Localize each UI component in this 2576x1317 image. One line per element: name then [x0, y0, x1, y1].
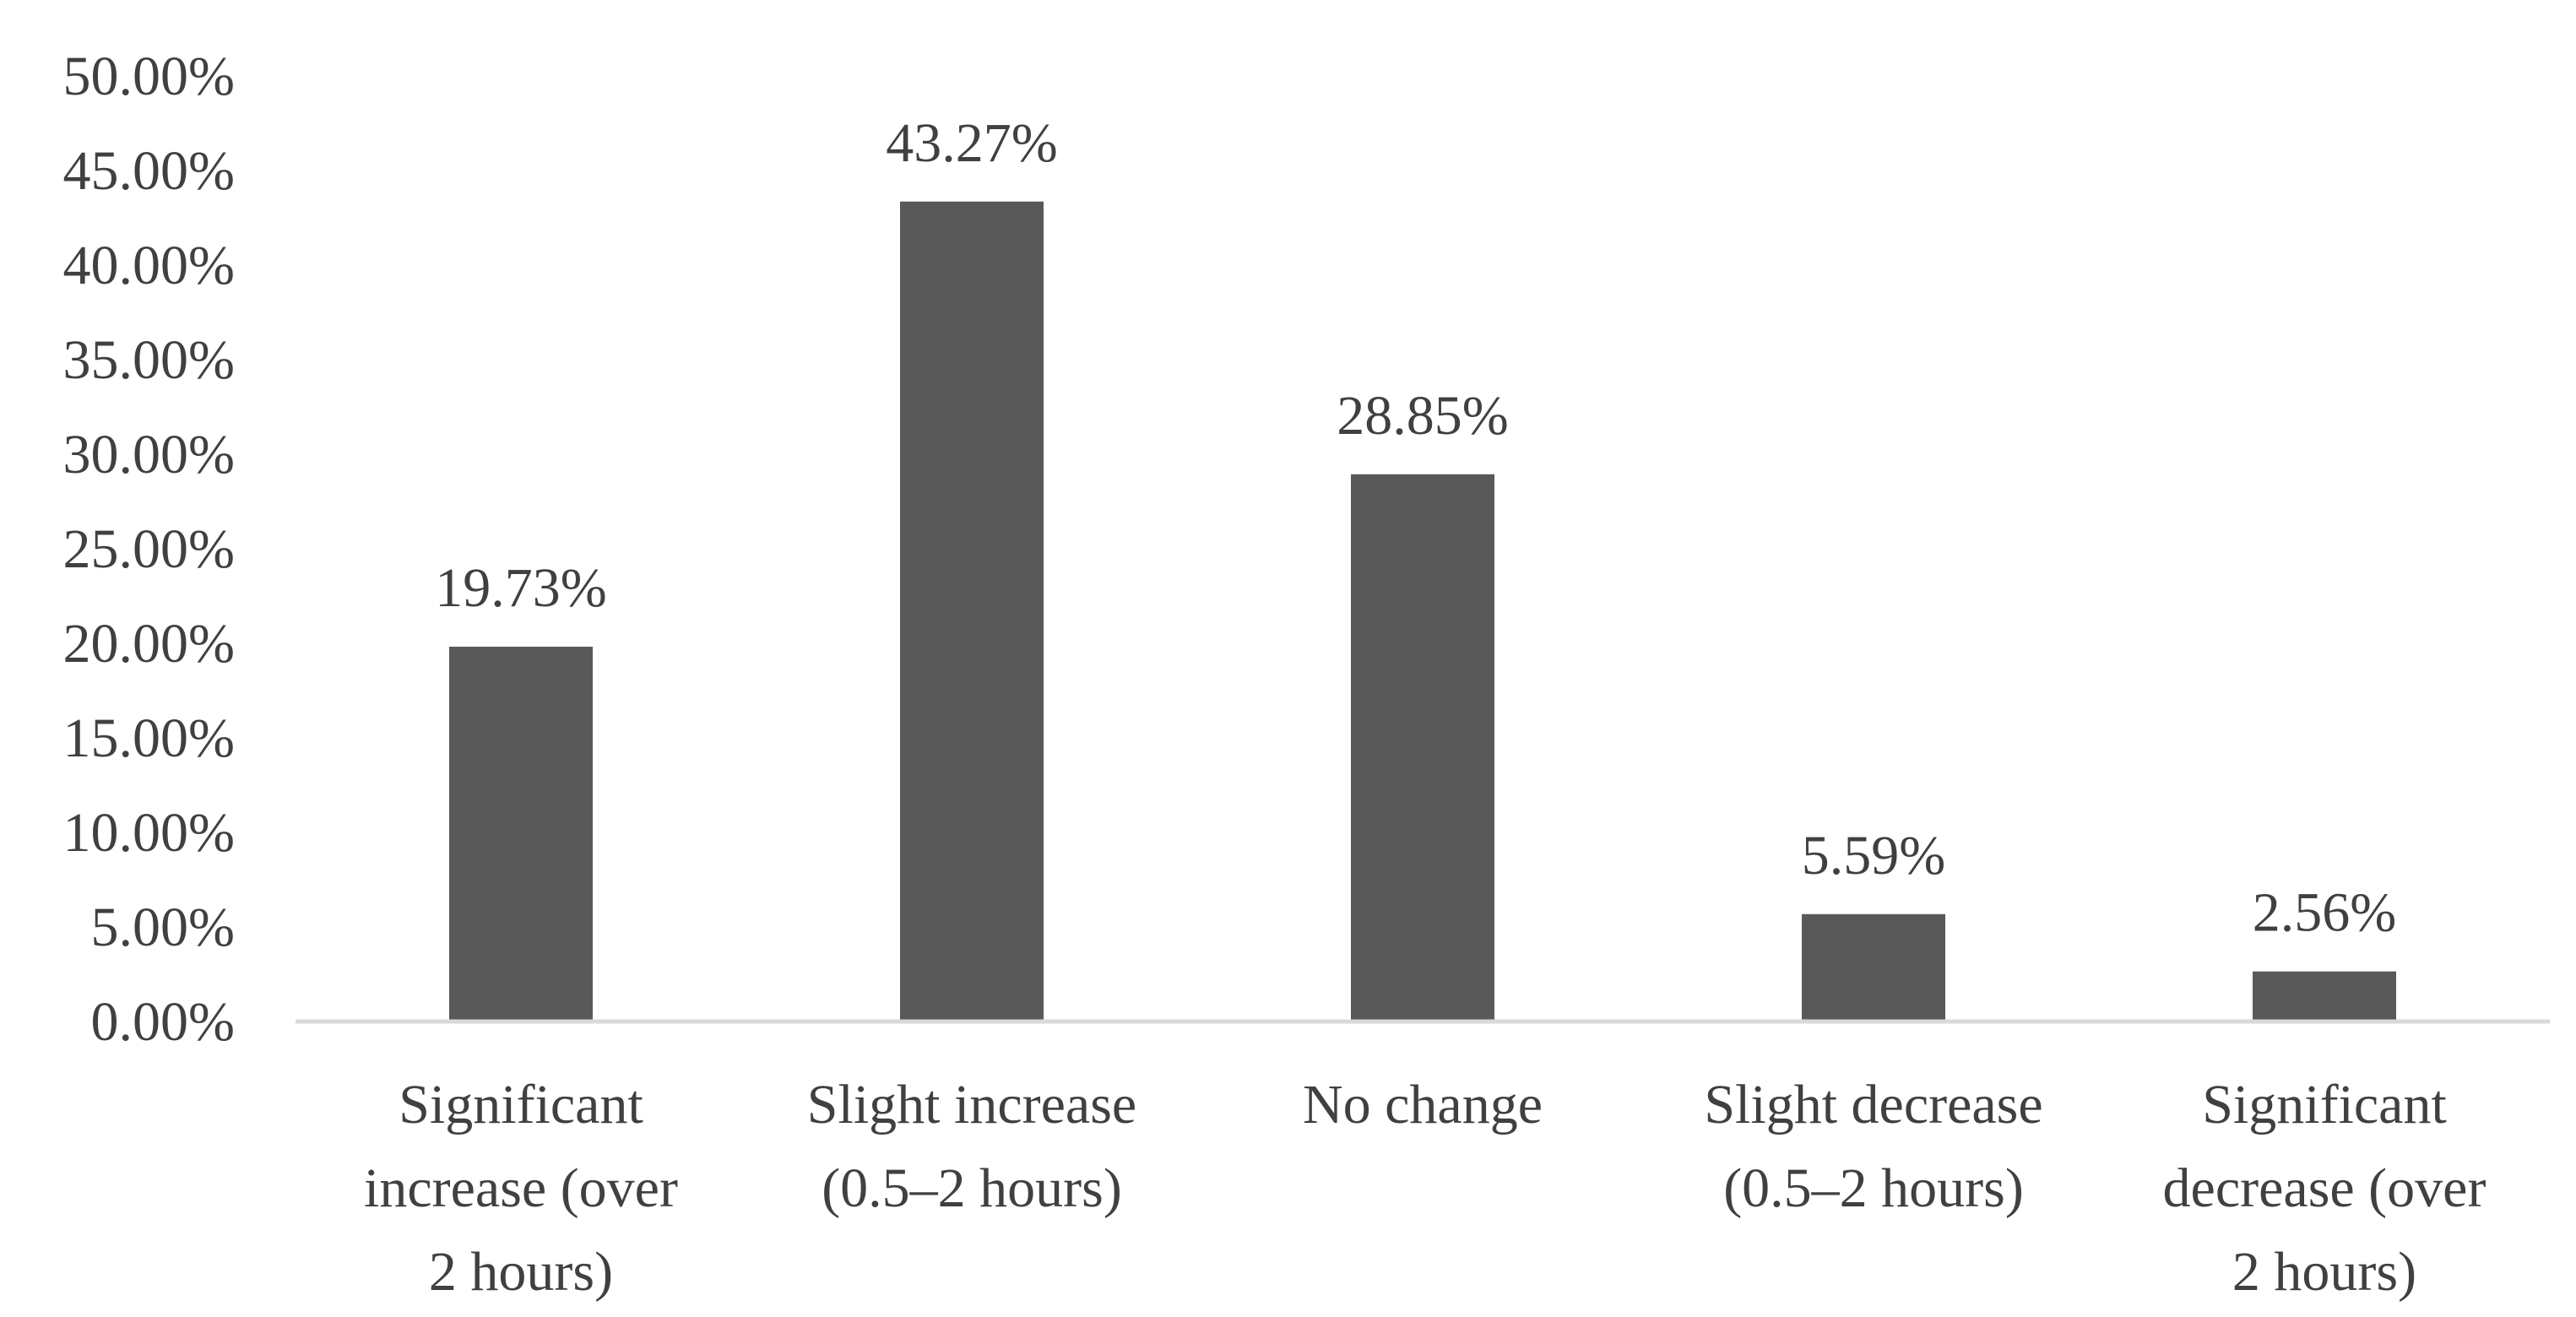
category-label: increase (over: [364, 1157, 678, 1219]
category-label: Significant: [399, 1074, 643, 1135]
data-labels: 19.73% 43.27% 28.85% 5.59% 2.56%: [435, 112, 2396, 944]
y-tick-label: 15.00%: [63, 707, 235, 769]
category-label: (0.5–2 hours): [822, 1157, 1122, 1219]
bar: [449, 647, 593, 1020]
data-label: 19.73%: [435, 557, 606, 619]
bar: [1351, 474, 1494, 1020]
y-tick-label: 40.00%: [63, 235, 235, 296]
category-label: Slight increase: [807, 1074, 1136, 1135]
data-label: 5.59%: [1802, 825, 1945, 886]
y-tick-label: 5.00%: [91, 897, 235, 958]
bars: [449, 201, 2396, 1020]
data-label: 43.27%: [886, 112, 1057, 174]
y-tick-label: 45.00%: [63, 140, 235, 202]
y-tick-label: 20.00%: [63, 613, 235, 675]
y-tick-label: 10.00%: [63, 802, 235, 864]
y-tick-label: 0.00%: [91, 991, 235, 1053]
category-label: Slight decrease: [1704, 1074, 2042, 1135]
category-label: 2 hours): [429, 1241, 613, 1303]
bar: [900, 201, 1044, 1020]
bar: [2253, 971, 2396, 1020]
y-tick-label: 50.00%: [63, 46, 235, 107]
category-label: decrease (over: [2163, 1157, 2487, 1219]
data-label: 28.85%: [1337, 385, 1508, 447]
y-tick-label: 30.00%: [63, 424, 235, 485]
category-label: (0.5–2 hours): [1723, 1157, 2024, 1219]
bar: [1802, 913, 1945, 1020]
data-label: 2.56%: [2253, 882, 2396, 944]
category-label: Significant: [2202, 1074, 2447, 1135]
y-axis-tick-labels: 0.00% 5.00% 10.00% 15.00% 20.00% 25.00% 30.00%…: [63, 46, 235, 1053]
y-tick-label: 25.00%: [63, 518, 235, 580]
y-tick-label: 35.00%: [63, 329, 235, 391]
category-label: No change: [1303, 1074, 1543, 1135]
category-label: 2 hours): [2232, 1241, 2416, 1303]
x-axis-category-labels: Significant increase (over 2 hours) Slight …: [364, 1074, 2486, 1303]
